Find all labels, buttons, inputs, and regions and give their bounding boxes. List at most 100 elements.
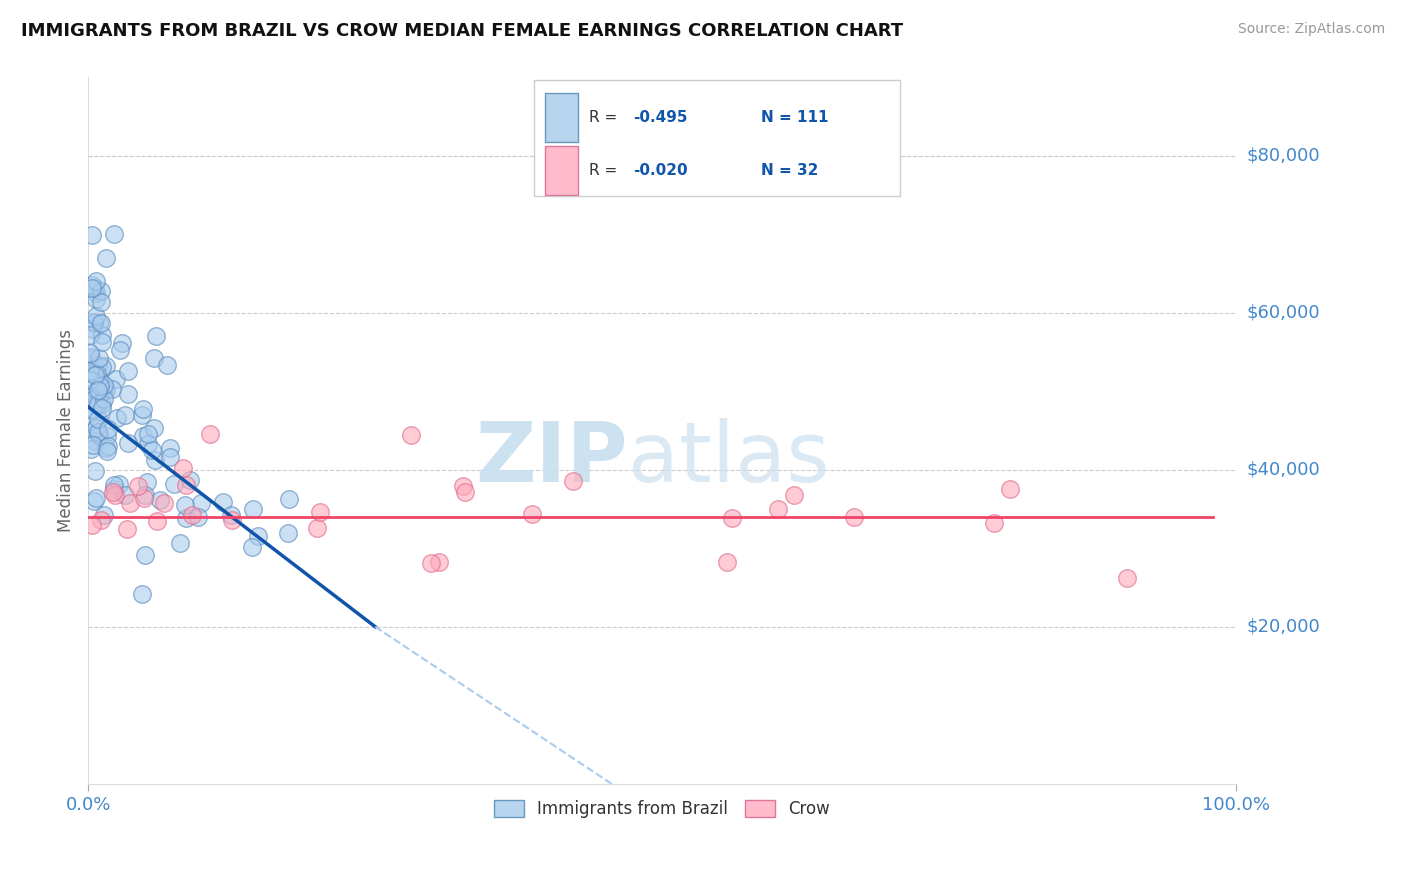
Point <box>83 493 105 508</box>
Point <box>309 505 332 519</box>
Point <box>79 328 101 343</box>
Point <box>83 386 105 401</box>
Point <box>190 496 212 510</box>
Point <box>169 536 191 550</box>
Point <box>132 491 155 505</box>
Point <box>132 402 155 417</box>
Text: atlas: atlas <box>627 418 830 500</box>
Point <box>174 511 197 525</box>
Point <box>91 397 114 411</box>
Point <box>134 488 156 502</box>
Point <box>80 227 103 242</box>
Point <box>117 435 139 450</box>
Point <box>103 227 125 242</box>
Point <box>82 277 104 292</box>
Point <box>427 555 450 569</box>
Point <box>766 501 789 516</box>
Point <box>94 251 117 265</box>
Point <box>84 285 107 300</box>
Point <box>87 387 110 401</box>
Point <box>117 386 139 401</box>
Point <box>89 294 111 309</box>
Point <box>114 488 136 502</box>
Text: R =: R = <box>589 110 623 125</box>
Point <box>127 479 149 493</box>
Point <box>84 384 107 399</box>
Point <box>305 521 328 535</box>
Point <box>179 473 201 487</box>
Point <box>180 508 202 523</box>
Point <box>86 293 108 307</box>
Point <box>134 548 156 562</box>
Point <box>145 328 167 343</box>
Point <box>90 334 112 349</box>
Point <box>114 409 136 423</box>
Point <box>82 402 104 417</box>
Text: IMMIGRANTS FROM BRAZIL VS CROW MEDIAN FEMALE EARNINGS CORRELATION CHART: IMMIGRANTS FROM BRAZIL VS CROW MEDIAN FE… <box>21 22 903 40</box>
Point <box>155 358 177 372</box>
Point <box>104 488 127 502</box>
Point <box>108 476 131 491</box>
Point <box>278 491 301 506</box>
Point <box>149 492 172 507</box>
Point <box>80 442 103 456</box>
Point <box>87 397 110 411</box>
Point <box>159 450 181 464</box>
Point <box>720 511 742 525</box>
Point <box>90 316 112 330</box>
Point <box>105 372 128 386</box>
Point <box>143 453 166 467</box>
Point <box>82 438 104 452</box>
Point <box>84 434 107 449</box>
Point <box>80 402 103 417</box>
Point <box>454 485 477 500</box>
Point <box>103 485 125 500</box>
Point <box>84 309 107 323</box>
Point <box>86 419 108 434</box>
Point <box>82 321 104 335</box>
Text: N = 32: N = 32 <box>761 163 818 178</box>
Point <box>83 463 105 477</box>
Point <box>84 274 107 288</box>
Point <box>419 556 441 570</box>
Point <box>93 378 115 392</box>
Point <box>142 351 165 366</box>
Point <box>84 491 107 506</box>
Point <box>110 343 132 358</box>
Point <box>221 512 243 526</box>
Point <box>94 442 117 456</box>
Text: $60,000: $60,000 <box>1247 304 1320 322</box>
Point <box>101 382 124 396</box>
Point <box>94 359 117 373</box>
Point <box>136 426 159 441</box>
Point <box>97 439 120 453</box>
Point <box>87 358 110 372</box>
Point <box>90 284 112 298</box>
Point <box>120 496 142 510</box>
Point <box>115 522 138 536</box>
Point <box>93 384 115 398</box>
Point <box>163 476 186 491</box>
Point <box>84 281 107 295</box>
Point <box>96 383 118 397</box>
Point <box>716 555 738 569</box>
Point <box>117 364 139 378</box>
Text: -0.495: -0.495 <box>633 110 688 125</box>
Point <box>80 518 103 533</box>
Point <box>87 425 110 440</box>
Point <box>103 482 125 496</box>
Point <box>110 336 132 351</box>
Point <box>783 487 806 501</box>
Text: $20,000: $20,000 <box>1247 618 1320 636</box>
Point <box>79 352 101 367</box>
Point <box>172 461 194 475</box>
Point <box>84 421 107 435</box>
Point <box>83 392 105 407</box>
Point <box>153 496 176 510</box>
Point <box>93 392 115 406</box>
Point <box>83 316 105 330</box>
Point <box>105 411 128 425</box>
Point <box>79 364 101 378</box>
Point <box>84 368 107 383</box>
Point <box>198 427 221 442</box>
